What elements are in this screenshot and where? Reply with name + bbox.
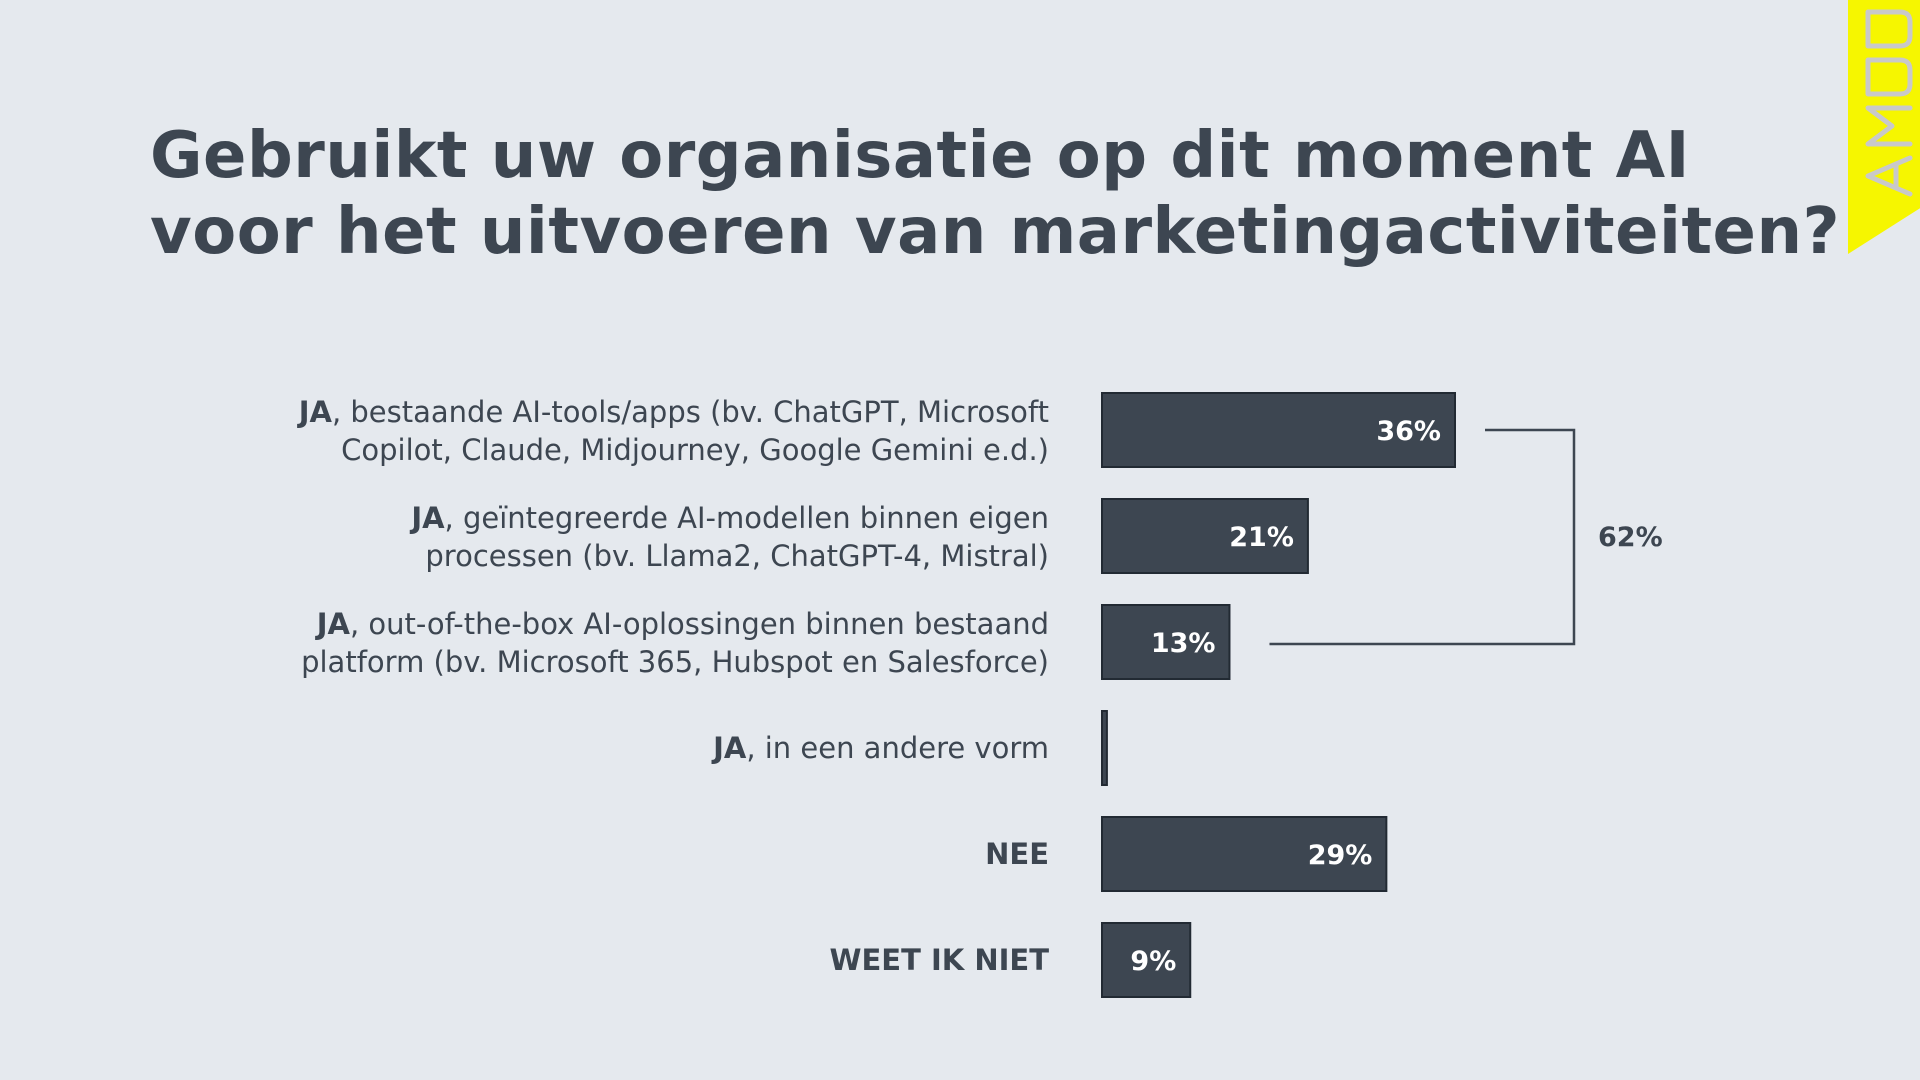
bar-3	[1101, 604, 1231, 680]
category-label-rest: , out-of-the-box AI-oplossingen binnen b…	[350, 607, 1049, 641]
category-label-strong: NEE	[985, 837, 1049, 871]
category-label-3-line-2: platform (bv. Microsoft 365, Hubspot en …	[301, 645, 1049, 679]
value-label-1: 36%	[1376, 416, 1441, 447]
bar-5	[1101, 816, 1388, 892]
category-label-3: JA, out-of-the-box AI-oplossingen binnen…	[315, 607, 1049, 641]
category-label-1-line-2: Copilot, Claude, Midjourney, Google Gemi…	[341, 433, 1049, 467]
category-label-4: JA, in een andere vorm	[711, 731, 1049, 765]
chart-title-line-2: voor het uitvoeren van marketingactivite…	[150, 195, 1841, 269]
chart-title-line-1: Gebruikt uw organisatie op dit moment AI	[150, 119, 1690, 193]
category-label-5: NEE	[985, 837, 1049, 871]
category-label-6: WEET IK NIET	[830, 943, 1050, 977]
value-label-5: 29%	[1308, 840, 1373, 871]
category-label-strong: JA	[315, 607, 351, 641]
bar-6	[1101, 922, 1192, 998]
category-label-strong: WEET IK NIET	[830, 943, 1050, 977]
category-label-strong: JA	[711, 731, 747, 765]
value-label-3: 13%	[1151, 628, 1216, 659]
chart-title: Gebruikt uw organisatie op dit moment AI…	[150, 118, 1850, 270]
group-bracket-label: 62%	[1598, 522, 1663, 553]
category-label-rest: , bestaande AI-tools/apps (bv. ChatGPT, …	[332, 395, 1049, 429]
category-label-strong: JA	[297, 395, 333, 429]
category-label-1: JA, bestaande AI-tools/apps (bv. ChatGPT…	[297, 395, 1049, 429]
category-label-rest: , in een andere vorm	[746, 731, 1049, 765]
category-label-strong: JA	[409, 501, 445, 535]
category-label-rest: , geïntegreerde AI-modellen binnen eigen	[445, 501, 1049, 535]
bar-4	[1101, 710, 1108, 786]
bar-2	[1101, 498, 1309, 574]
ddma-logo	[1848, 0, 1920, 254]
category-label-2-line-2: processen (bv. Llama2, ChatGPT-4, Mistra…	[425, 539, 1049, 573]
category-label-2: JA, geïntegreerde AI-modellen binnen eig…	[409, 501, 1049, 535]
value-label-2: 21%	[1229, 522, 1294, 553]
bar-1	[1101, 392, 1456, 468]
value-label-6: 9%	[1130, 946, 1176, 977]
group-bracket	[1269, 428, 1576, 646]
ddma-logo-mark	[1865, 9, 1913, 197]
